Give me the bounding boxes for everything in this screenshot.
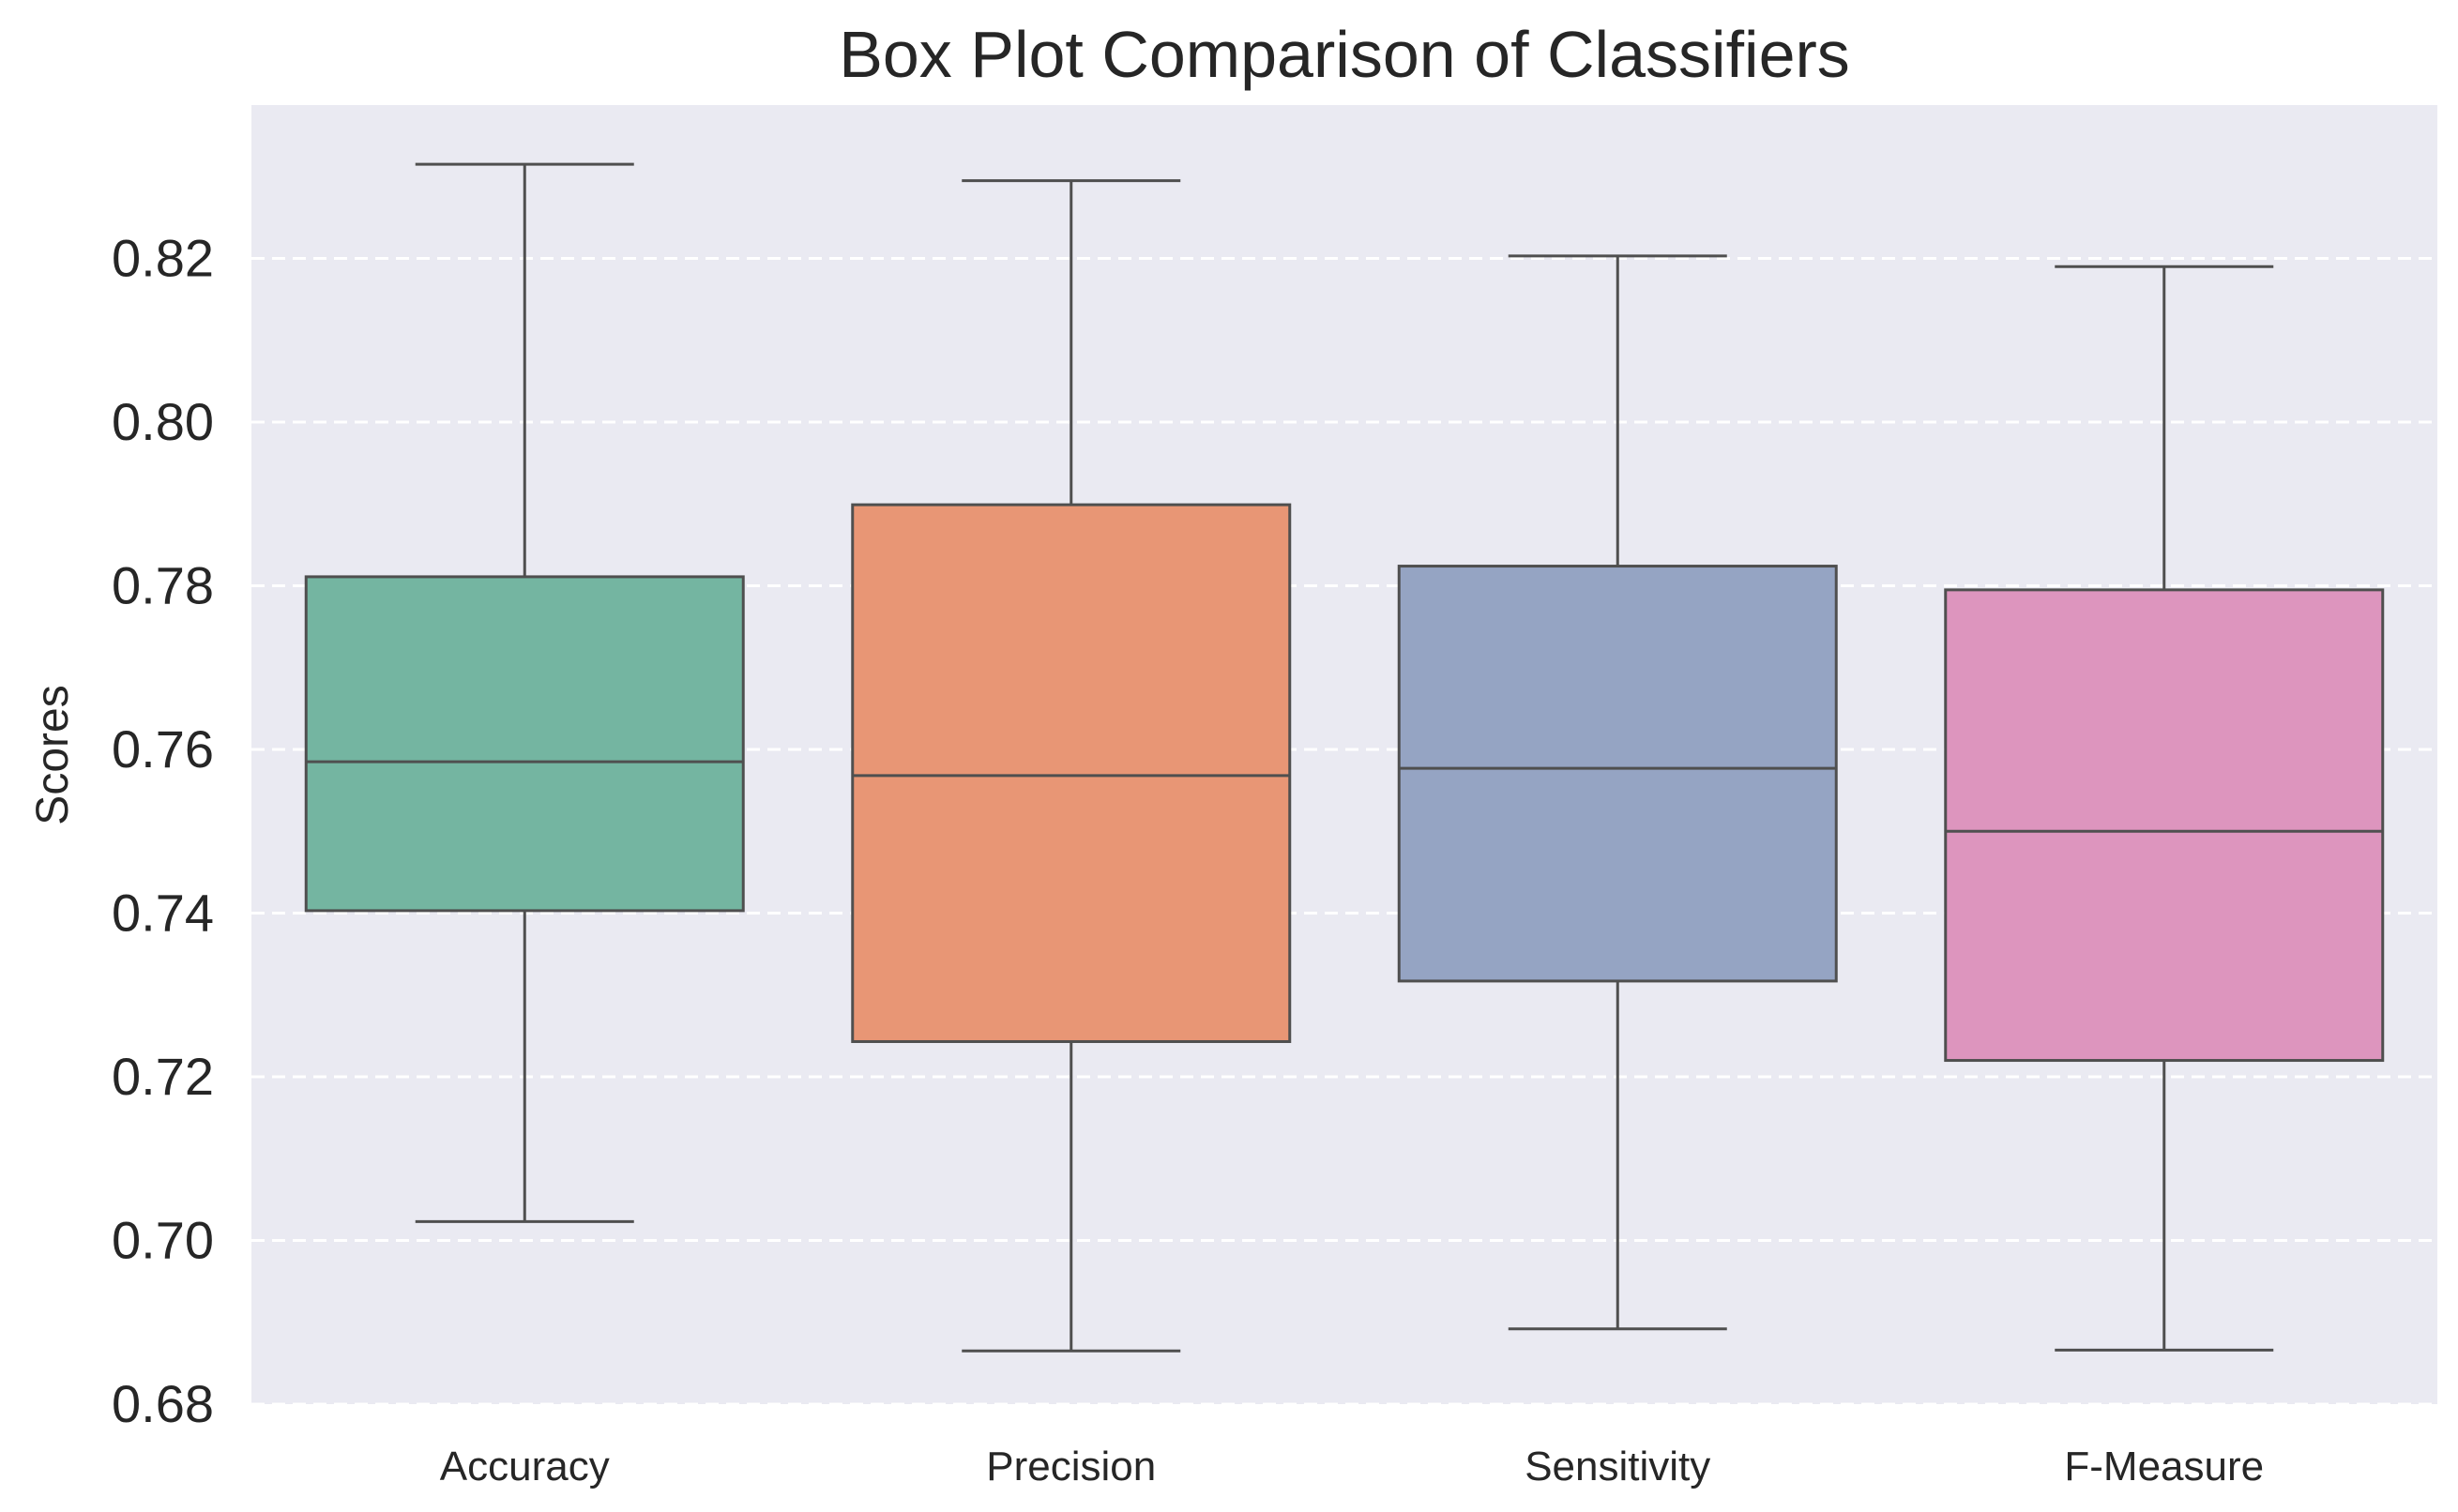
iqr-box <box>1397 565 1838 983</box>
box-3 <box>1944 265 2385 1352</box>
x-tick-label: Accuracy <box>440 1444 610 1489</box>
x-tick-label: Sensitivity <box>1525 1444 1710 1489</box>
chart-title: Box Plot Comparison of Classifiers <box>839 18 1850 91</box>
y-tick-label: 0.80 <box>112 392 214 451</box>
y-tick-label: 0.72 <box>112 1047 214 1106</box>
y-tick-label: 0.74 <box>112 884 214 943</box>
x-tick-labels: Accuracy Precision Sensitivity F-Measure <box>440 1444 2264 1489</box>
box-1 <box>851 179 1292 1353</box>
iqr-box <box>851 503 1292 1043</box>
iqr-box <box>304 575 745 913</box>
box-0 <box>304 162 745 1223</box>
y-tick-label: 0.70 <box>112 1211 214 1270</box>
box-2 <box>1397 254 1838 1331</box>
y-tick-labels: 0.68 0.70 0.72 0.74 0.76 0.78 0.80 0.82 <box>112 229 214 1434</box>
y-tick-label: 0.82 <box>112 229 214 288</box>
y-tick-label: 0.68 <box>112 1374 214 1433</box>
y-axis-label: Scores <box>28 685 78 824</box>
boxes <box>304 162 2385 1353</box>
y-tick-label: 0.76 <box>112 719 214 779</box>
x-tick-label: Precision <box>986 1444 1156 1489</box>
iqr-box <box>1944 588 2385 1063</box>
y-tick-label: 0.78 <box>112 556 214 615</box>
x-tick-label: F-Measure <box>2064 1444 2264 1489</box>
